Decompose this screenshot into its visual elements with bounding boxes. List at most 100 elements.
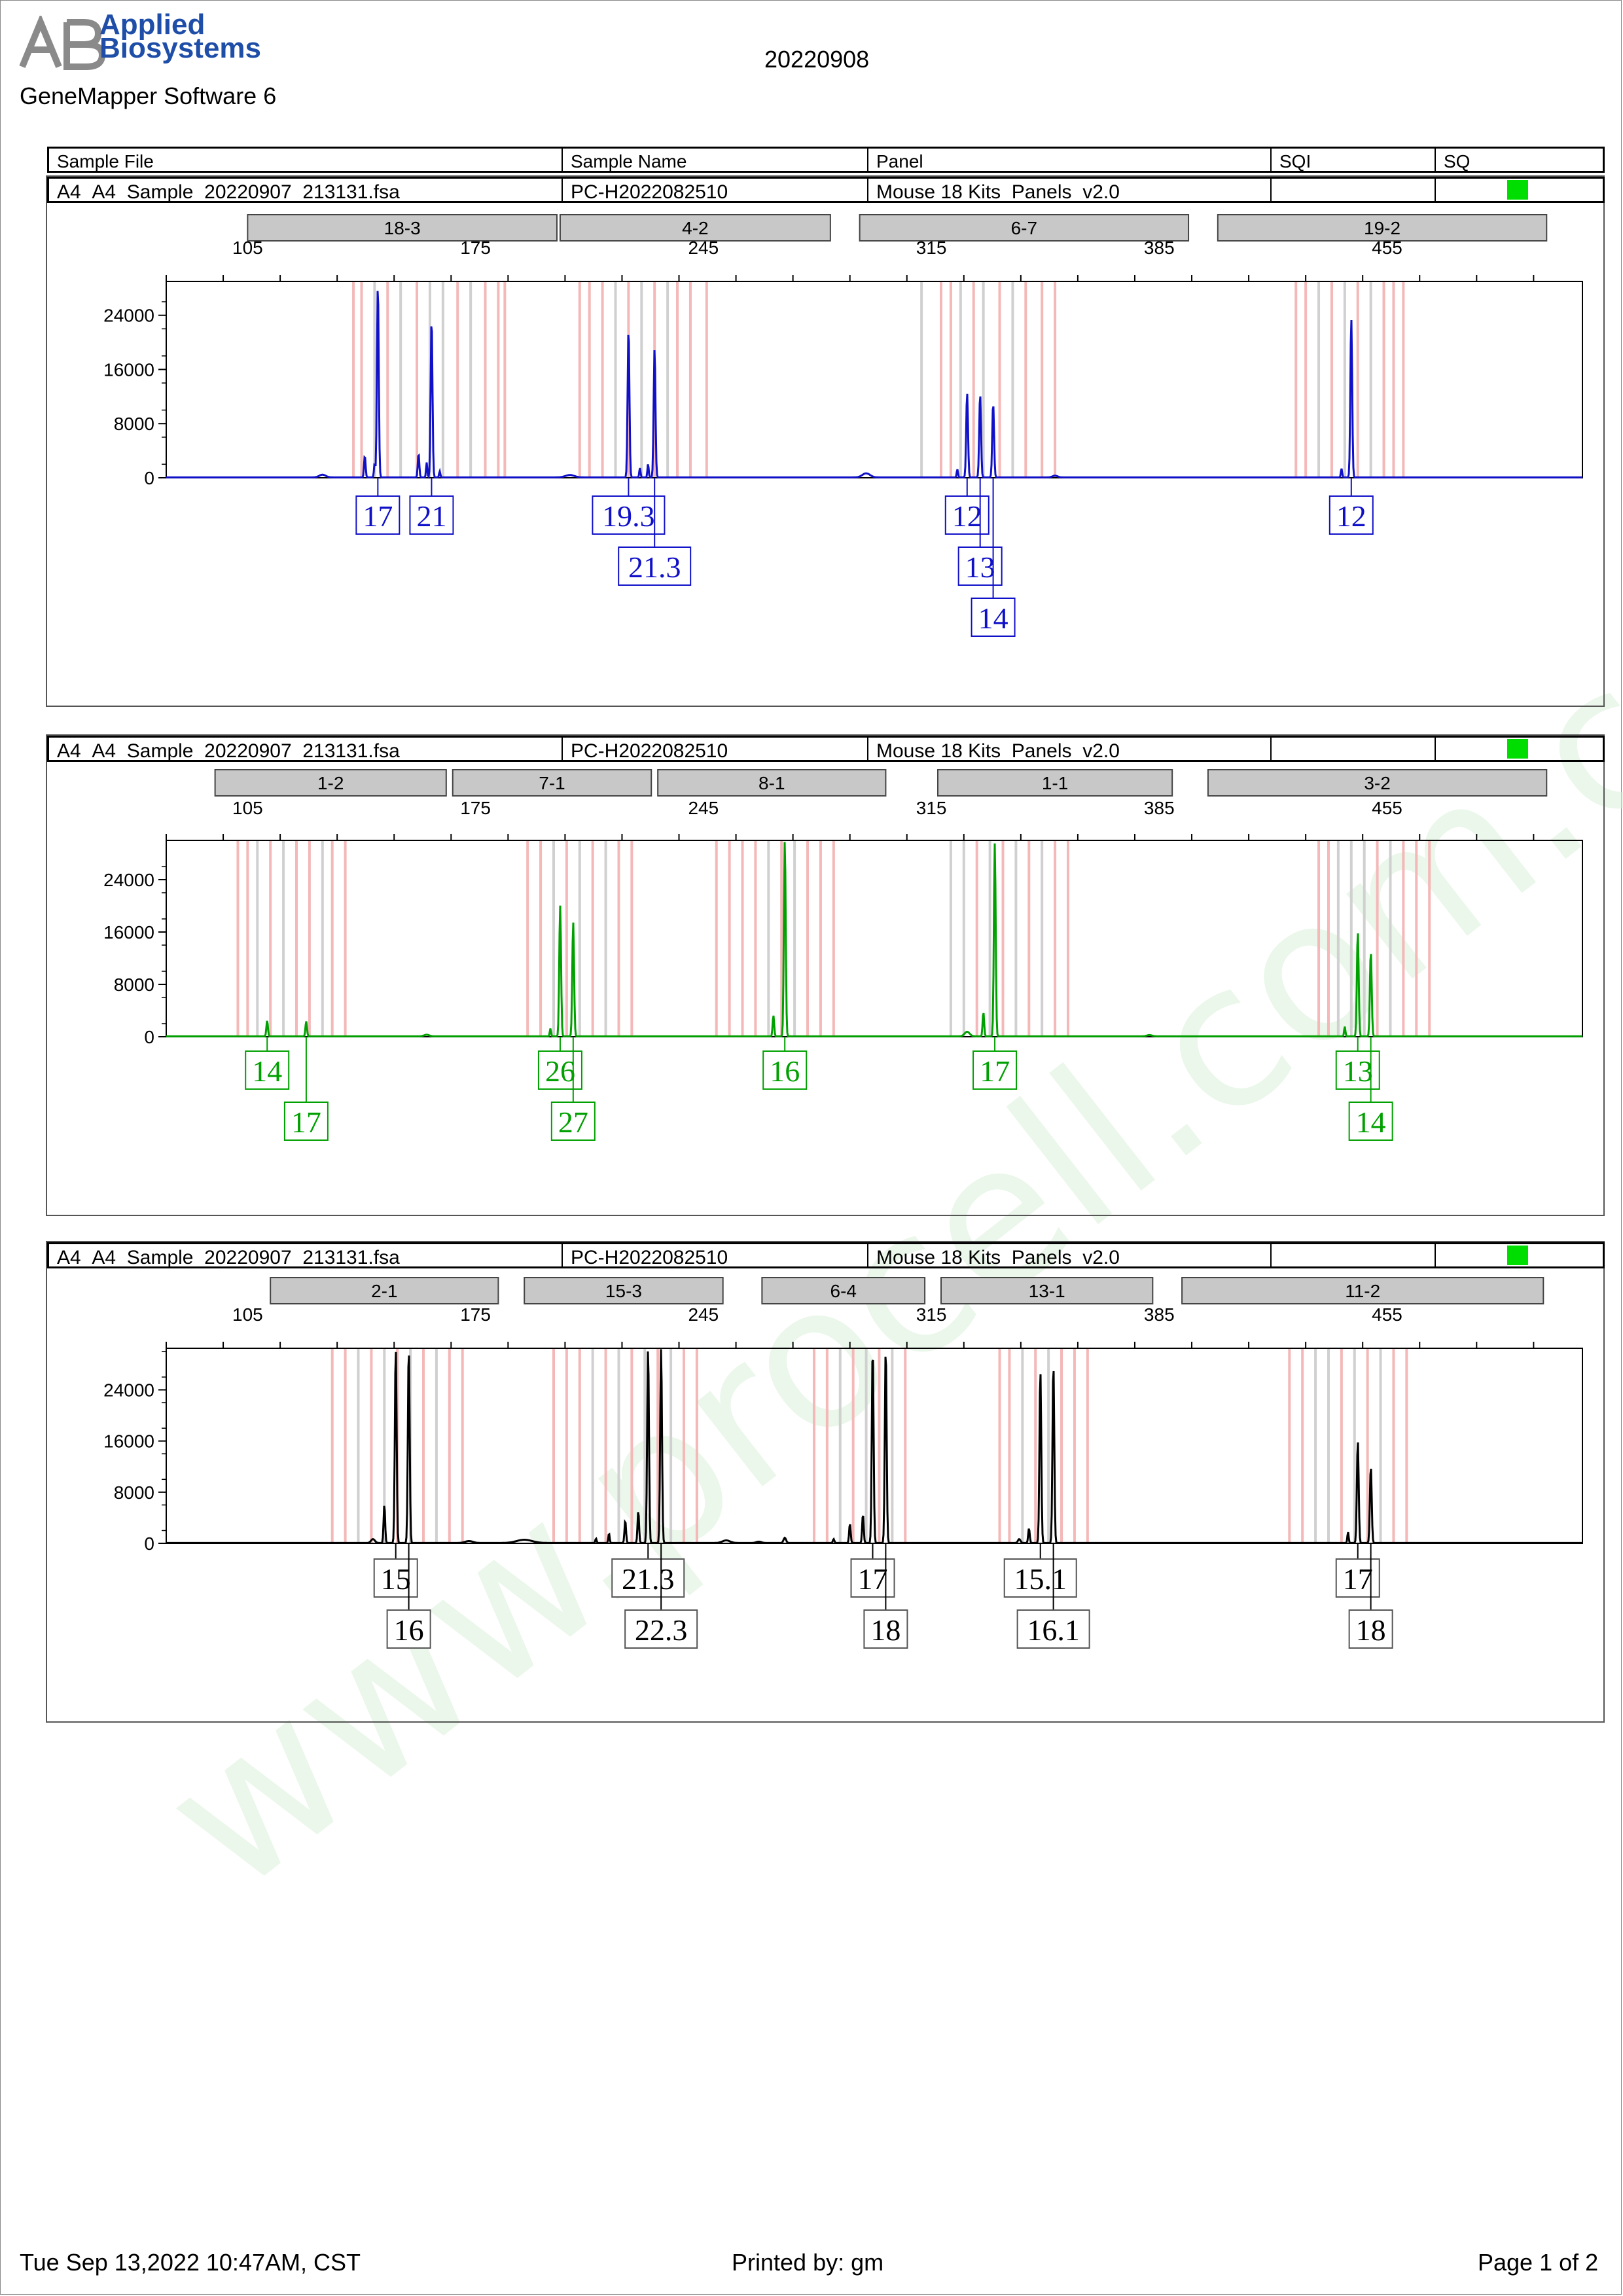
marker-label: 8-1 — [758, 773, 785, 793]
marker-label: 15-3 — [605, 1281, 642, 1301]
marker-label: 19-2 — [1364, 218, 1400, 238]
electropherogram-green[interactable]: 1-2 7-1 8-1 1-1 3-2 105 175 245 315 385 455 0 8000 16… — [46, 762, 1605, 1213]
sample-row-green[interactable]: A4_A4_Sample_20220907_213131.fsa PC-H202… — [47, 736, 1605, 762]
allele-label: 18 — [870, 1613, 901, 1647]
print-date: Tue Sep 13,2022 10:47AM, CST — [20, 2249, 361, 2276]
x-tick-label: 385 — [1144, 238, 1175, 258]
allele-label: 26 — [545, 1054, 575, 1088]
sample-name-cell: PC-H2022082510 — [563, 1244, 868, 1268]
marker-label: 2-1 — [371, 1281, 397, 1301]
y-tick-label: 16000 — [103, 1431, 154, 1452]
allele-call-18: 18 — [863, 1543, 908, 1649]
x-tick-label: 175 — [460, 798, 491, 818]
allele-box — [971, 598, 1016, 637]
allele-call-17: 17 — [283, 1037, 329, 1141]
marker-box — [859, 214, 1190, 242]
allele-box — [1329, 495, 1374, 535]
sample-row-blue[interactable]: A4_A4_Sample_20220907_213131.fsa PC-H202… — [47, 177, 1605, 203]
x-tick-label: 315 — [916, 238, 947, 258]
run-title: 20220908 — [764, 46, 870, 73]
allele-call-15.1: 15.1 — [1003, 1543, 1077, 1598]
y-tick-label: 16000 — [103, 922, 154, 942]
marker-label: 13-1 — [1029, 1281, 1065, 1301]
allele-label: 16 — [770, 1054, 800, 1088]
x-tick-label: 175 — [460, 238, 491, 258]
x-tick-label: 245 — [688, 1304, 719, 1325]
sample-row-black[interactable]: A4_A4_Sample_20220907_213131.fsa PC-H202… — [47, 1242, 1605, 1268]
allele-label: 14 — [252, 1054, 282, 1088]
marker-box — [657, 769, 887, 797]
electropherogram-black[interactable]: 2-1 15-3 6-4 13-1 11-2 105 175 245 315 385 455 0 800… — [46, 1268, 1605, 1720]
y-tick-label: 8000 — [114, 1482, 154, 1503]
marker-box — [247, 214, 558, 242]
y-tick-label: 8000 — [114, 414, 154, 434]
allele-box — [1003, 1558, 1077, 1598]
sample-name-cell: PC-H2022082510 — [563, 738, 868, 762]
allele-box — [1335, 1050, 1380, 1090]
sqi-cell — [1272, 179, 1436, 201]
x-tick-label: 105 — [232, 1304, 263, 1325]
allele-call-12: 12 — [944, 478, 990, 535]
marker-label: 7-1 — [539, 773, 565, 793]
y-tick-label: 24000 — [103, 306, 154, 326]
allele-box — [762, 1050, 808, 1090]
marker-label: 1-1 — [1042, 773, 1068, 793]
marker-box — [761, 1277, 926, 1304]
allele-call-16: 16 — [386, 1543, 431, 1649]
marker-label: 18-3 — [384, 218, 421, 238]
sqi-cell — [1272, 738, 1436, 760]
sample-file-cell: A4_A4_Sample_20220907_213131.fsa — [49, 738, 563, 762]
marker-label: 4-2 — [682, 218, 708, 238]
marker-box — [270, 1277, 499, 1304]
sample-table-header: Sample File Sample Name Panel SQI SQ — [47, 147, 1605, 173]
allele-label: 15 — [381, 1562, 411, 1596]
brand-name: Applied Biosystems — [99, 10, 262, 64]
marker-box — [452, 769, 652, 797]
allele-label: 19.3 — [602, 499, 655, 533]
sq-status-indicator — [1507, 739, 1528, 759]
allele-call-22.3: 22.3 — [624, 1543, 698, 1649]
allele-call-17: 17 — [972, 1037, 1018, 1090]
col-panel: Panel — [868, 149, 1272, 171]
allele-call-18: 18 — [1348, 1543, 1393, 1649]
allele-call-21.3: 21.3 — [611, 1543, 685, 1598]
brand-line2: Biosystems — [99, 32, 262, 64]
panel-cell: Mouse 18 Kits_Panels_v2.0 — [868, 179, 1272, 203]
marker-13-1: 13-1 — [940, 1277, 1154, 1304]
marker-label: 11-2 — [1345, 1281, 1380, 1301]
marker-3-2: 3-2 — [1207, 769, 1548, 797]
x-tick-label: 105 — [232, 798, 263, 818]
marker-18-3: 18-3 — [247, 214, 558, 242]
y-tick-label: 16000 — [103, 359, 154, 380]
marker-label: 3-2 — [1364, 773, 1390, 793]
allele-call-21: 21 — [409, 478, 454, 535]
marker-2-1: 2-1 — [270, 1277, 499, 1304]
allele-box — [1335, 1558, 1380, 1598]
marker-box — [940, 1277, 1154, 1304]
allele-label: 13 — [965, 550, 995, 584]
marker-box — [214, 769, 447, 797]
allele-label: 22.3 — [635, 1613, 687, 1647]
allele-label: 17 — [363, 499, 393, 533]
marker-6-7: 6-7 — [859, 214, 1190, 242]
ab-logo-icon — [19, 16, 106, 70]
allele-label: 14 — [978, 601, 1008, 635]
allele-call-17: 17 — [850, 1543, 895, 1598]
allele-call-14: 14 — [245, 1037, 290, 1090]
x-tick-label: 315 — [916, 798, 947, 818]
allele-call-26: 26 — [537, 1037, 582, 1090]
signal-trace — [166, 842, 1582, 1037]
panel-cell: Mouse 18 Kits_Panels_v2.0 — [868, 738, 1272, 762]
allele-box — [283, 1102, 329, 1141]
allele-call-12: 12 — [1329, 478, 1374, 535]
applied-biosystems-logo — [19, 16, 106, 70]
sample-file-cell: A4_A4_Sample_20220907_213131.fsa — [49, 179, 563, 203]
allele-call-13: 13 — [1335, 1037, 1380, 1090]
electropherogram-blue[interactable]: 18-3 4-2 6-7 19-2 105 175 245 315 385 455 0 8000 160… — [46, 203, 1605, 700]
allele-call-13: 13 — [957, 478, 1003, 586]
allele-call-17: 17 — [355, 478, 401, 535]
sample-name-cell: PC-H2022082510 — [563, 179, 868, 203]
sample-file-cell: A4_A4_Sample_20220907_213131.fsa — [49, 1244, 563, 1268]
x-tick-label: 245 — [688, 238, 719, 258]
x-tick-label: 245 — [688, 798, 719, 818]
